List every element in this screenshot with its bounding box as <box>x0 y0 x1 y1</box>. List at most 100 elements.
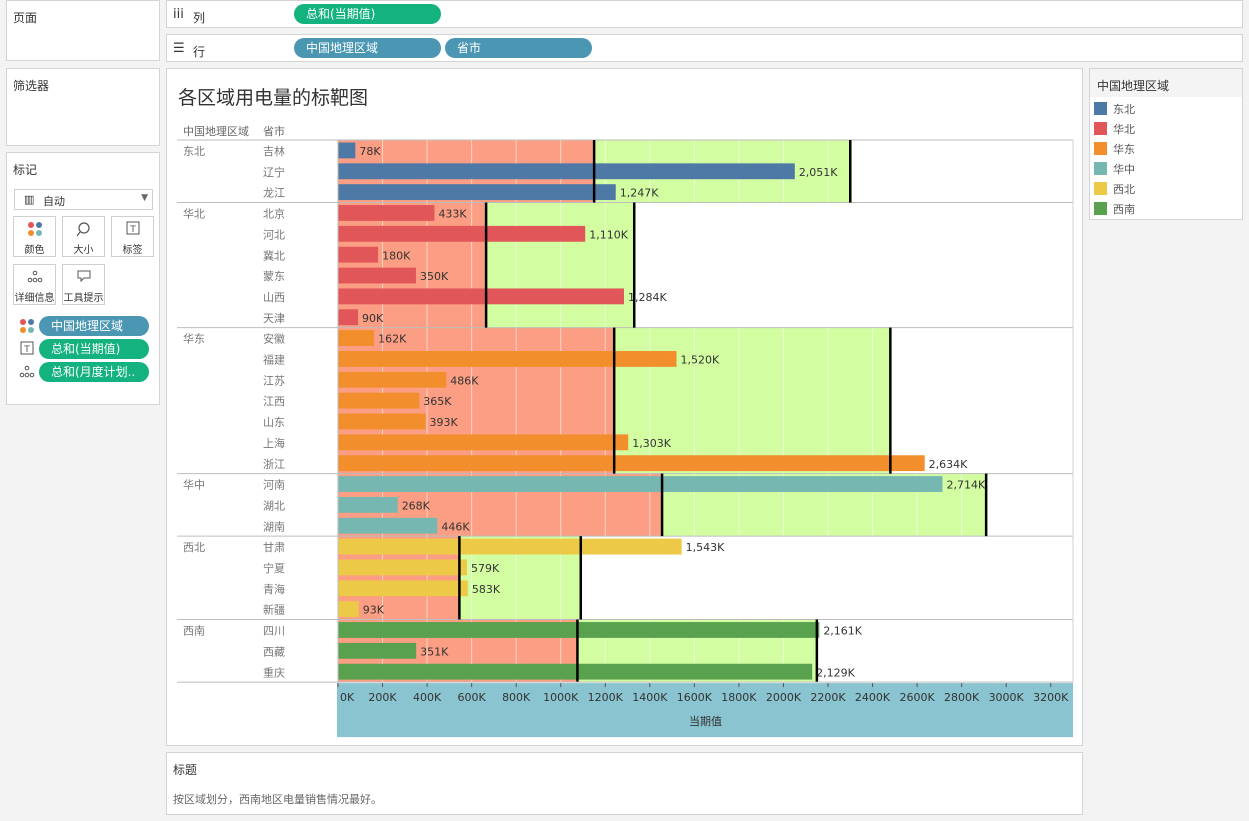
value-bar <box>338 496 398 513</box>
data-label: 393K <box>430 416 459 429</box>
data-label: 433K <box>438 208 467 221</box>
chevron-down-icon: ▼ <box>141 193 148 203</box>
value-bar <box>338 351 677 367</box>
detail-button[interactable]: 详细信息 <box>13 264 56 305</box>
tooltip-icon <box>63 269 104 289</box>
tooltip-label: 工具提示 <box>63 293 104 304</box>
x-tick-label: 0K <box>340 691 355 704</box>
legend-card: 中国地理区域 东北 华北 华东 华中 西北 西南 <box>1089 68 1243 220</box>
legend-title-bar: 中国地理区域 <box>1090 69 1242 97</box>
region-label: 华北 <box>183 207 205 221</box>
size-button[interactable]: 大小 <box>62 216 105 257</box>
pages-title: 页面 <box>13 11 38 25</box>
province-label: 山西 <box>263 291 285 304</box>
rows-shelf: ☰ 行 中国地理区域 省市 <box>166 34 1243 62</box>
province-label: 上海 <box>263 436 285 450</box>
value-bar <box>338 601 359 618</box>
province-label: 甘肃 <box>263 541 285 554</box>
data-label: 2,129K <box>816 666 855 679</box>
filters-title: 筛选器 <box>13 79 50 93</box>
caption-text: 按区域划分，西南地区电量销售情况最好。 <box>173 793 382 806</box>
x-tick-label: 3000K <box>989 691 1025 704</box>
marks-title: 标记 <box>13 163 38 177</box>
row-pill-region[interactable]: 中国地理区域 <box>294 38 441 58</box>
data-label: 486K <box>450 374 479 387</box>
province-label: 重庆 <box>263 665 285 679</box>
value-bar <box>338 434 629 451</box>
province-label: 河南 <box>263 479 285 492</box>
row-pill-province[interactable]: 省市 <box>445 38 592 58</box>
province-label: 浙江 <box>263 458 285 471</box>
province-label: 宁夏 <box>263 561 285 575</box>
chart-title: 各区域用电量的标靶图 <box>178 87 369 109</box>
x-tick-label: 1600K <box>677 691 713 704</box>
x-axis-title: 当期值 <box>689 714 722 728</box>
legend-label: 西北 <box>1113 183 1135 196</box>
province-label: 福建 <box>263 353 285 367</box>
columns-label: 列 <box>193 11 206 25</box>
color-button[interactable]: 颜色 <box>13 216 56 257</box>
data-label: 268K <box>402 499 431 512</box>
value-bar <box>338 246 379 263</box>
mark-type-dropdown[interactable]: ▥ 自动 ▼ <box>14 189 153 210</box>
value-bar <box>338 184 616 201</box>
region-header: 中国地理区域 <box>183 125 249 138</box>
x-tick-label: 2800K <box>944 691 980 704</box>
legend-swatch[interactable] <box>1094 202 1107 215</box>
mark-field-region[interactable]: 中国地理区域 <box>39 316 149 336</box>
province-label: 四川 <box>263 625 285 638</box>
value-bar <box>338 413 426 430</box>
province-label: 江苏 <box>263 374 285 387</box>
svg-text:T: T <box>23 345 30 355</box>
province-label: 吉林 <box>263 144 285 158</box>
value-bar <box>338 371 447 388</box>
value-bar <box>338 642 417 659</box>
province-label: 蒙东 <box>263 270 285 283</box>
data-label: 1,520K <box>681 354 720 367</box>
column-pill-current-value[interactable]: 总和(当期值) <box>294 4 441 24</box>
x-tick-label: 200K <box>368 691 397 704</box>
province-label: 天津 <box>263 312 285 325</box>
data-label: 2,714K <box>946 479 985 492</box>
caption-card: 标题 按区域划分，西南地区电量销售情况最好。 <box>166 752 1083 815</box>
value-bar <box>338 455 925 472</box>
svg-text:T: T <box>129 225 136 235</box>
legend-label: 华东 <box>1113 143 1135 156</box>
columns-shelf: iii 列 总和(当期值) <box>166 0 1243 28</box>
province-label: 冀北 <box>263 248 285 262</box>
value-bar <box>338 517 438 534</box>
legend-label: 华中 <box>1113 163 1135 176</box>
x-axis-background <box>337 683 1073 738</box>
tooltip-button[interactable]: 工具提示 <box>62 264 105 305</box>
value-bar <box>338 142 356 159</box>
legend-label: 东北 <box>1113 103 1135 116</box>
province-label: 龙江 <box>263 187 285 200</box>
legend-swatch[interactable] <box>1094 162 1107 175</box>
label-button[interactable]: T 标签 <box>111 216 154 257</box>
legend-swatch[interactable] <box>1094 102 1107 115</box>
province-label: 安徽 <box>263 332 285 346</box>
mark-type-value: 自动 <box>43 195 65 208</box>
marks-card: 标记 ▥ 自动 ▼ 颜色 大小 T 标签 详细信息 工具提示 中 <box>6 152 160 405</box>
legend-swatch[interactable] <box>1094 122 1107 135</box>
data-label: 2,161K <box>823 625 862 638</box>
legend-swatch[interactable] <box>1094 142 1107 155</box>
x-tick-label: 1000K <box>543 691 579 704</box>
data-label: 162K <box>378 333 407 346</box>
chart-card: 各区域用电量的标靶图 中国地理区域 省市 东北 吉林 78K 辽宁 2,051K 龙江 1,24… <box>166 68 1083 746</box>
legend-swatch[interactable] <box>1094 182 1107 195</box>
mark-field-current-value[interactable]: 总和(当期值) <box>39 339 149 359</box>
data-label: 579K <box>471 562 500 575</box>
data-label: 1,247K <box>620 187 659 200</box>
columns-icon: iii <box>173 7 184 22</box>
region-label: 华中 <box>183 478 205 492</box>
bar-chart-icon: ▥ <box>24 193 35 206</box>
x-tick-label: 2400K <box>855 691 891 704</box>
x-tick-label: 800K <box>502 691 531 704</box>
legend-title: 中国地理区域 <box>1097 79 1170 93</box>
rows-icon: ☰ <box>173 41 185 56</box>
mark-field-monthly-plan[interactable]: 总和(月度计划.. <box>39 362 149 382</box>
province-label: 山东 <box>263 416 285 429</box>
caption-title: 标题 <box>173 763 198 777</box>
x-tick-label: 2000K <box>766 691 802 704</box>
